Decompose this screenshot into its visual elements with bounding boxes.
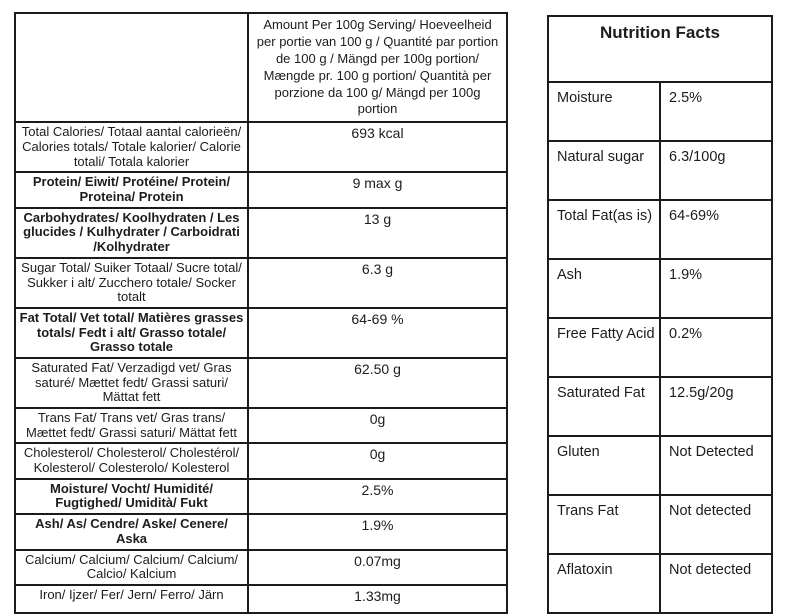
nutrient-value: 64-69 % [247,306,508,359]
parameter-label: Moisture [547,81,661,142]
nutrient-value: 0.07mg [247,548,508,586]
nutrient-value: 6.3 g [247,256,508,309]
nutrient-label: Ash/ As/ Cendre/ Aske/ Cenere/ Aska [14,513,249,551]
nutrient-value: 1.9% [247,513,508,551]
nutrient-value: 9 max g [247,171,508,209]
table-row: Ash 1.9% [547,258,773,319]
table-row: Aflatoxin Not detected [547,553,773,614]
nutrient-value: 2.5% [247,477,508,516]
parameter-label: Total Fat(as is) [547,199,661,260]
parameter-label: Saturated Fat [547,376,661,437]
table-row: Ash/ As/ Cendre/ Aske/ Cenere/ Aska 1.9% [14,513,508,551]
table-row: Saturated Fat/ Verzadigd vet/ Gras satur… [14,356,508,410]
parameter-value: 2.5% [659,81,773,142]
parameter-label: Aflatoxin [547,553,661,614]
parameter-value: 12.5g/20g [659,376,773,437]
nutrient-label: Cholesterol/ Cholesterol/ Cholestérol/ K… [14,442,249,480]
nutrition-facts-table: Nutrition Facts Moisture 2.5% Natural suga… [547,15,773,614]
amount-per-100g-header: Amount Per 100g Serving/ Hoeveelheid per… [247,11,508,124]
nutrient-label: Trans Fat/ Trans vet/ Gras trans/ Mættet… [14,407,249,445]
table-row: Protein/ Eiwit/ Protéine/ Protein/ Prote… [14,171,508,209]
nutrient-value: 693 kcal [247,121,508,174]
table-row: Moisture/ Vocht/ Humidité/ Fugtighed/ Um… [14,477,508,516]
title-row: Nutrition Facts [547,15,773,83]
parameter-label: Gluten [547,435,661,496]
table-row: Fat Total/ Vet total/ Matières grasses t… [14,306,508,359]
table-row: Trans Fat/ Trans vet/ Gras trans/ Mættet… [14,407,508,445]
nutrient-value: 13 g [247,206,508,259]
table-row: Total Fat(as is) 64-69% [547,199,773,260]
parameter-label: Natural sugar [547,140,661,201]
nutrient-value: 1.33mg [247,583,508,614]
nutrient-label: Fat Total/ Vet total/ Matières grasses t… [14,306,249,359]
nutrient-label: Protein/ Eiwit/ Protéine/ Protein/ Prote… [14,171,249,209]
table-row: Sodium/ Natrium/ Sodium/ Natrium/ Sodio/… [14,611,508,614]
nutrient-label: Sugar Total/ Suiker Totaal/ Sucre total/… [14,256,249,309]
table-row: Cholesterol/ Cholesterol/ Cholestérol/ K… [14,442,508,480]
nutrient-label: Calcium/ Calcium/ Calcium/ Calcium/ Calc… [14,548,249,586]
nutrient-value: 0g [247,407,508,445]
parameter-value: Not detected [659,494,773,555]
parameter-value: 1.9% [659,258,773,319]
parameter-value: 64-69% [659,199,773,260]
header-row: Amount Per 100g Serving/ Hoeveelheid per… [14,11,508,124]
table-row: Free Fatty Acid 0.2% [547,317,773,378]
parameter-label: Ash [547,258,661,319]
parameter-label: Free Fatty Acid [547,317,661,378]
parameter-value: 0.2% [659,317,773,378]
nutrient-label: Saturated Fat/ Verzadigd vet/ Gras satur… [14,356,249,410]
nutrient-label: Sodium/ Natrium/ Sodium/ Natrium/ Sodio/… [14,611,249,614]
parameter-value: 6.3/100g [659,140,773,201]
table-row: Trans Fat Not detected [547,494,773,555]
nutrient-value: 0g [247,442,508,480]
nutrient-value: 62.50 g [247,356,508,410]
nutrient-label: Iron/ Ijzer/ Fer/ Jern/ Ferro/ Järn [14,583,249,614]
corner-cell [14,11,249,124]
table-row: Saturated Fat 12.5g/20g [547,376,773,437]
table-row: Iron/ Ijzer/ Fer/ Jern/ Ferro/ Järn 1.33m… [14,583,508,614]
nutrition-facts-title: Nutrition Facts [547,15,773,83]
multilingual-nutrition-table: Amount Per 100g Serving/ Hoeveelheid per… [14,11,508,614]
table-row: Natural sugar 6.3/100g [547,140,773,201]
nutrient-label: Carbohydrates/ Koolhydraten / Les glucid… [14,206,249,259]
table-row: Carbohydrates/ Koolhydraten / Les glucid… [14,206,508,259]
parameter-value: Not detected [659,553,773,614]
nutrient-label: Moisture/ Vocht/ Humidité/ Fugtighed/ Um… [14,477,249,516]
table-row: Total Calories/ Totaal aantal calorieën/… [14,121,508,174]
parameter-label: Trans Fat [547,494,661,555]
table-row: Gluten Not Detected [547,435,773,496]
parameter-value: Not Detected [659,435,773,496]
nutrient-label: Total Calories/ Totaal aantal calorieën/… [14,121,249,174]
table-row: Moisture 2.5% [547,81,773,142]
nutrient-value: 3.51mg [247,611,508,614]
table-row: Calcium/ Calcium/ Calcium/ Calcium/ Calc… [14,548,508,586]
table-row: Sugar Total/ Suiker Totaal/ Sucre total/… [14,256,508,309]
